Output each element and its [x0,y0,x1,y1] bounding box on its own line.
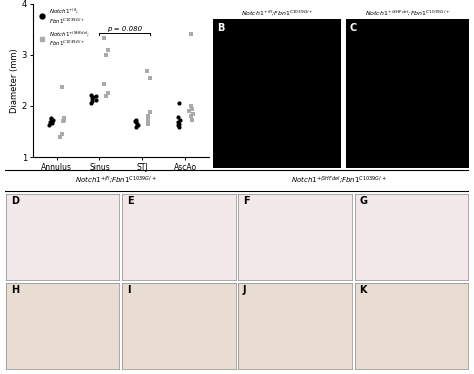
Point [57,134,64,140]
Point [133,125,140,131]
Text: H: H [11,285,19,295]
Text: $Notch1^{+/SHFdel}$;$Fbn1^{C1039G/+}$: $Notch1^{+/SHFdel}$;$Fbn1^{C1039G/+}$ [365,8,450,17]
Text: I: I [127,285,130,295]
Legend: $Notch1^{+/fl}$;
$Fbn1^{C1039G/+}$, $Notch1^{+/SHFdel}$;
$Fbn1^{C1039G/+}$: $Notch1^{+/fl}$; $Fbn1^{C1039G/+}$, $Not… [34,4,92,50]
Point [58,131,65,137]
Point [48,120,56,126]
Point [176,125,183,131]
Point [87,92,95,98]
Text: $Notch1^{+/fl}$;$Fbn1^{C1039G/+}$: $Notch1^{+/fl}$;$Fbn1^{C1039G/+}$ [241,8,314,17]
Text: $Notch1^{+/SHFdel}$;$Fbn1^{C1039G/+}$: $Notch1^{+/SHFdel}$;$Fbn1^{C1039G/+}$ [291,175,387,186]
Point [60,117,67,123]
Text: D: D [11,196,18,206]
Text: $Notch1^{+/fl}$;$Fbn1^{C1039G/+}$: $Notch1^{+/fl}$;$Fbn1^{C1039G/+}$ [75,175,157,186]
Point [176,117,183,123]
Point [186,108,193,114]
Text: p = 0.080: p = 0.080 [107,26,142,33]
Point [174,119,182,125]
Point [145,117,152,123]
Point [48,118,55,124]
Point [47,116,55,122]
Point [146,75,154,81]
Text: E: E [127,196,134,206]
Text: F: F [243,196,250,206]
Point [146,109,154,115]
Point [187,31,194,37]
Point [104,47,111,53]
Point [132,117,140,123]
Point [144,121,151,127]
Point [45,122,52,128]
Point [90,94,97,100]
Point [132,119,140,125]
Point [133,121,141,127]
Y-axis label: Diameter (mm): Diameter (mm) [10,48,19,113]
Point [88,95,96,101]
Point [174,114,182,120]
Point [188,117,196,123]
Point [100,82,108,88]
Point [175,121,182,127]
Text: G: G [359,196,367,206]
Text: K: K [359,285,366,295]
Point [58,83,66,89]
Point [102,93,110,99]
Point [104,90,111,96]
Point [92,93,100,99]
Point [88,101,95,107]
Point [131,118,138,124]
Point [59,118,66,124]
Point [89,98,96,104]
Point [100,36,108,42]
Point [102,52,109,58]
Point [187,103,194,109]
Point [144,68,151,74]
Text: C: C [350,23,357,33]
Text: J: J [243,285,246,295]
Point [92,97,100,103]
Point [134,122,141,128]
Point [189,105,196,111]
Point [174,122,182,128]
Point [47,115,55,121]
Point [144,113,151,119]
Point [46,119,54,125]
Text: B: B [217,23,225,33]
Point [61,115,68,121]
Point [189,111,197,117]
Point [187,113,194,119]
Point [49,117,57,123]
Point [175,101,182,107]
